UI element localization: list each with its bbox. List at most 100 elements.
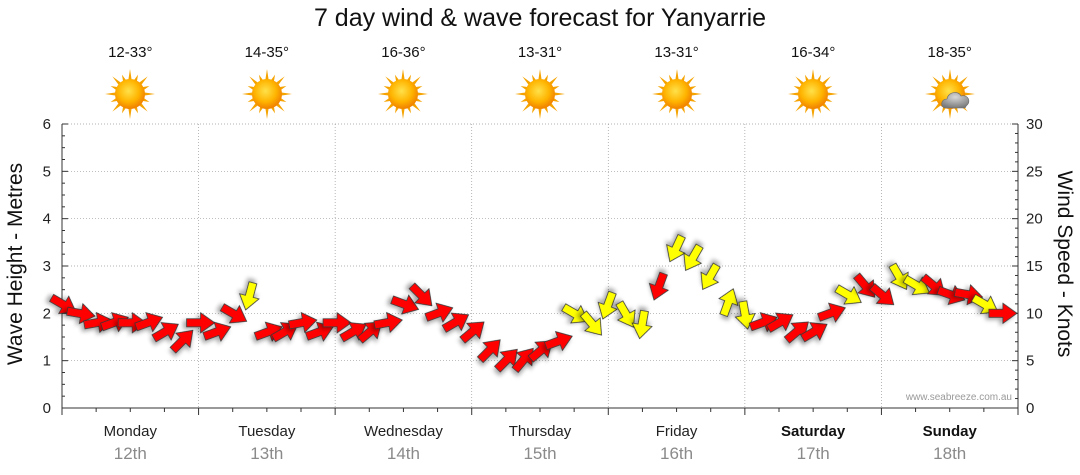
grid-lines: [62, 123, 1018, 408]
wind-arrow: [494, 348, 518, 373]
temperature-range: 14-35°: [244, 44, 290, 61]
day-label: Thursday: [509, 423, 572, 440]
wind-arrow: [186, 312, 216, 334]
wind-arrow-shape: [834, 284, 862, 305]
chart-axes: [61, 123, 1019, 415]
wind-arrow-shape: [494, 348, 518, 373]
wind-arrow: [648, 271, 670, 301]
wind-arrow: [476, 339, 501, 364]
wind-arrow-shape: [579, 310, 602, 336]
day-forecast-friday: 13-31°: [617, 44, 737, 121]
day-date: 14th: [387, 444, 420, 463]
day-label: Tuesday: [238, 423, 295, 440]
wind-arrow-shape: [561, 303, 589, 324]
temperature-range: 16-34°: [790, 44, 836, 61]
wind-arrow: [424, 302, 454, 323]
sun-icon: [515, 69, 565, 119]
wind-arrow-shape: [476, 339, 501, 364]
sun-icon: [378, 69, 429, 119]
day-label: Sunday: [923, 423, 978, 440]
wind-arrow-shape: [648, 271, 670, 301]
day-date: 16th: [660, 444, 693, 463]
temperature-range: 13-31°: [517, 44, 563, 61]
wind-arrow-shape: [373, 311, 403, 334]
wind-arrow-shape: [543, 331, 573, 352]
wind-arrow-shape: [683, 243, 704, 271]
day-date: 15th: [523, 444, 556, 463]
right-axis-tick-label: 10: [1026, 305, 1043, 322]
wind-arrow: [561, 303, 589, 324]
wind-arrow: [683, 243, 704, 271]
wind-arrow: [869, 283, 895, 306]
sun-icon: [788, 69, 839, 119]
wind-arrow: [390, 294, 420, 315]
wind-arrow-shape: [734, 300, 756, 330]
wind-arrow: [853, 272, 876, 298]
wind-arrow-shape: [615, 300, 636, 328]
wind-arrow-shape: [766, 312, 794, 333]
right-axis-tick-label: 15: [1026, 258, 1043, 275]
wind-arrow: [219, 303, 248, 324]
wind-arrow-shape: [66, 302, 96, 325]
wind-arrow-shape: [134, 312, 164, 333]
wind-arrow: [783, 321, 809, 344]
wind-arrow-shape: [853, 272, 876, 298]
wind-arrow: [151, 322, 179, 343]
right-axis-tick-label: 30: [1026, 116, 1043, 133]
day-label: Friday: [656, 423, 698, 440]
left-axis-tick-label: 4: [43, 211, 51, 228]
wind-arrow: [718, 288, 739, 318]
left-axis-tick-label: 6: [43, 116, 51, 133]
wind-arrow-shape: [700, 262, 721, 290]
day-forecast-monday: 12-33°: [70, 44, 190, 121]
wind-arrow: [543, 331, 573, 352]
left-axis-title: Wave Height - Metres: [4, 163, 27, 365]
day-label: Monday: [104, 423, 158, 440]
left-axis-tick-label: 5: [43, 163, 51, 180]
wind-arrow-shape: [238, 281, 260, 311]
wind-arrow: [459, 321, 485, 344]
wind-arrow: [834, 284, 862, 305]
wind-arrow: [700, 262, 721, 290]
watermark: www.seabreeze.com.au: [905, 392, 1012, 403]
wind-arrow-shape: [988, 302, 1018, 325]
sun-icon: [651, 69, 702, 119]
partly-cloudy-icon: [924, 69, 975, 119]
day-forecast-thursday: 13-31°: [480, 44, 600, 121]
wind-arrow: [238, 281, 260, 311]
wind-arrow: [988, 302, 1018, 325]
wind-arrow-shape: [408, 282, 433, 307]
day-date: 17th: [797, 444, 830, 463]
wind-arrow: [817, 302, 846, 323]
wind-arrow: [631, 309, 653, 340]
temperature-range: 12-33°: [108, 44, 153, 61]
wind-arrow-shape: [424, 302, 454, 323]
day-date: 12th: [114, 444, 147, 463]
right-axis-title: Wind Speed - Knots: [1053, 171, 1076, 358]
wind-arrow-shape: [288, 311, 318, 334]
wind-arrow: [169, 329, 194, 354]
day-date: 18th: [933, 444, 966, 463]
left-axis-tick-label: 0: [43, 400, 51, 417]
wind-arrow-shape: [718, 288, 739, 318]
chart-title: 7 day wind & wave forecast for Yanyarrie: [313, 4, 767, 32]
day-forecast-saturday: 16-34°: [753, 44, 873, 121]
wind-arrow: [615, 300, 636, 328]
wind-arrow-shape: [390, 294, 420, 315]
day-forecast-sunday: 18-35°: [890, 44, 1010, 121]
wind-arrow-shape: [869, 283, 895, 306]
wind-arrow-shape: [817, 302, 846, 323]
day-label: Saturday: [781, 423, 846, 440]
axis-labels: 0 1 2 3 4 5 6 0 5 10 15 20 25 30 Wave Height - Metres W…: [4, 116, 1076, 463]
wind-arrow-shape: [800, 322, 828, 343]
wind-arrow-shape: [631, 309, 653, 340]
day-label: Wednesday: [364, 423, 443, 440]
wind-arrow: [734, 300, 756, 330]
right-axis-tick-label: 5: [1026, 353, 1034, 370]
wind-arrow: [322, 312, 352, 334]
temperature-range: 13-31°: [654, 44, 699, 61]
wind-arrow-shape: [783, 321, 809, 344]
right-axis-tick-label: 0: [1026, 400, 1034, 417]
sun-icon: [105, 69, 156, 119]
right-axis-tick-label: 20: [1026, 211, 1043, 228]
